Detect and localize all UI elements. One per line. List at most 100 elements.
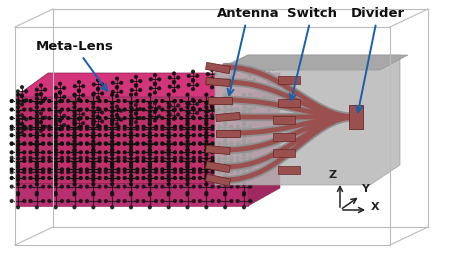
- Circle shape: [92, 136, 95, 139]
- Circle shape: [243, 177, 245, 180]
- Circle shape: [187, 74, 190, 77]
- Circle shape: [36, 163, 38, 166]
- Circle shape: [142, 128, 145, 130]
- Circle shape: [230, 108, 233, 111]
- Circle shape: [205, 121, 208, 124]
- Circle shape: [142, 142, 145, 145]
- Circle shape: [224, 206, 226, 209]
- Circle shape: [117, 200, 120, 202]
- Circle shape: [54, 153, 57, 156]
- Circle shape: [104, 142, 107, 145]
- Circle shape: [211, 142, 214, 145]
- Circle shape: [186, 193, 189, 196]
- Circle shape: [92, 121, 95, 124]
- Circle shape: [79, 134, 82, 137]
- Circle shape: [180, 117, 183, 120]
- Circle shape: [29, 142, 32, 145]
- Circle shape: [48, 128, 51, 130]
- Circle shape: [243, 102, 245, 105]
- Circle shape: [58, 119, 61, 122]
- Circle shape: [217, 185, 220, 188]
- Circle shape: [180, 168, 183, 171]
- Circle shape: [73, 179, 76, 182]
- Circle shape: [36, 88, 38, 91]
- Circle shape: [225, 108, 228, 111]
- Text: Z: Z: [329, 170, 337, 180]
- Circle shape: [217, 100, 220, 102]
- Circle shape: [36, 174, 38, 177]
- Circle shape: [173, 100, 176, 103]
- Circle shape: [135, 112, 137, 115]
- Circle shape: [249, 100, 252, 102]
- Circle shape: [268, 81, 270, 83]
- Circle shape: [205, 127, 208, 130]
- Circle shape: [130, 123, 132, 126]
- Circle shape: [92, 183, 95, 186]
- Circle shape: [136, 160, 139, 162]
- Circle shape: [10, 100, 13, 102]
- Circle shape: [268, 100, 270, 103]
- Text: Divider: Divider: [351, 7, 405, 112]
- Circle shape: [111, 179, 113, 182]
- Circle shape: [29, 128, 32, 130]
- Circle shape: [130, 136, 132, 139]
- Circle shape: [101, 92, 104, 95]
- Circle shape: [155, 142, 157, 145]
- Circle shape: [148, 170, 151, 173]
- Circle shape: [187, 83, 190, 86]
- Circle shape: [17, 123, 19, 126]
- Circle shape: [173, 80, 176, 83]
- Circle shape: [36, 166, 38, 169]
- Circle shape: [148, 140, 151, 143]
- Circle shape: [198, 100, 202, 102]
- Circle shape: [92, 131, 95, 134]
- Circle shape: [54, 165, 57, 167]
- Circle shape: [243, 170, 245, 173]
- Circle shape: [217, 160, 220, 162]
- Circle shape: [130, 183, 132, 186]
- Circle shape: [142, 200, 145, 202]
- Circle shape: [177, 85, 180, 88]
- Circle shape: [67, 200, 70, 202]
- Circle shape: [248, 65, 252, 68]
- Circle shape: [79, 125, 82, 128]
- Circle shape: [173, 89, 176, 92]
- Circle shape: [123, 185, 126, 188]
- Circle shape: [186, 192, 189, 194]
- Circle shape: [92, 192, 95, 194]
- Circle shape: [36, 162, 38, 165]
- Circle shape: [58, 91, 61, 94]
- Circle shape: [217, 200, 220, 202]
- Circle shape: [186, 177, 189, 180]
- Circle shape: [79, 168, 82, 171]
- Circle shape: [130, 119, 132, 122]
- Circle shape: [174, 100, 176, 102]
- Circle shape: [249, 168, 252, 171]
- Circle shape: [196, 103, 198, 105]
- Circle shape: [205, 166, 208, 169]
- Circle shape: [161, 185, 164, 188]
- Circle shape: [217, 142, 220, 145]
- Circle shape: [224, 140, 226, 143]
- Circle shape: [167, 150, 170, 153]
- Circle shape: [136, 125, 139, 128]
- Circle shape: [130, 157, 132, 160]
- Circle shape: [123, 171, 126, 174]
- Circle shape: [243, 183, 245, 186]
- Circle shape: [92, 206, 95, 209]
- Circle shape: [111, 145, 113, 147]
- Circle shape: [54, 102, 57, 105]
- Circle shape: [161, 142, 164, 145]
- Circle shape: [224, 149, 226, 152]
- Circle shape: [10, 117, 13, 120]
- Circle shape: [73, 183, 76, 186]
- Circle shape: [54, 140, 57, 143]
- Circle shape: [16, 127, 19, 130]
- Circle shape: [79, 185, 82, 188]
- Circle shape: [111, 153, 113, 156]
- Circle shape: [111, 123, 113, 126]
- Circle shape: [244, 69, 247, 72]
- Circle shape: [268, 72, 270, 74]
- Circle shape: [86, 156, 89, 159]
- Circle shape: [186, 131, 189, 134]
